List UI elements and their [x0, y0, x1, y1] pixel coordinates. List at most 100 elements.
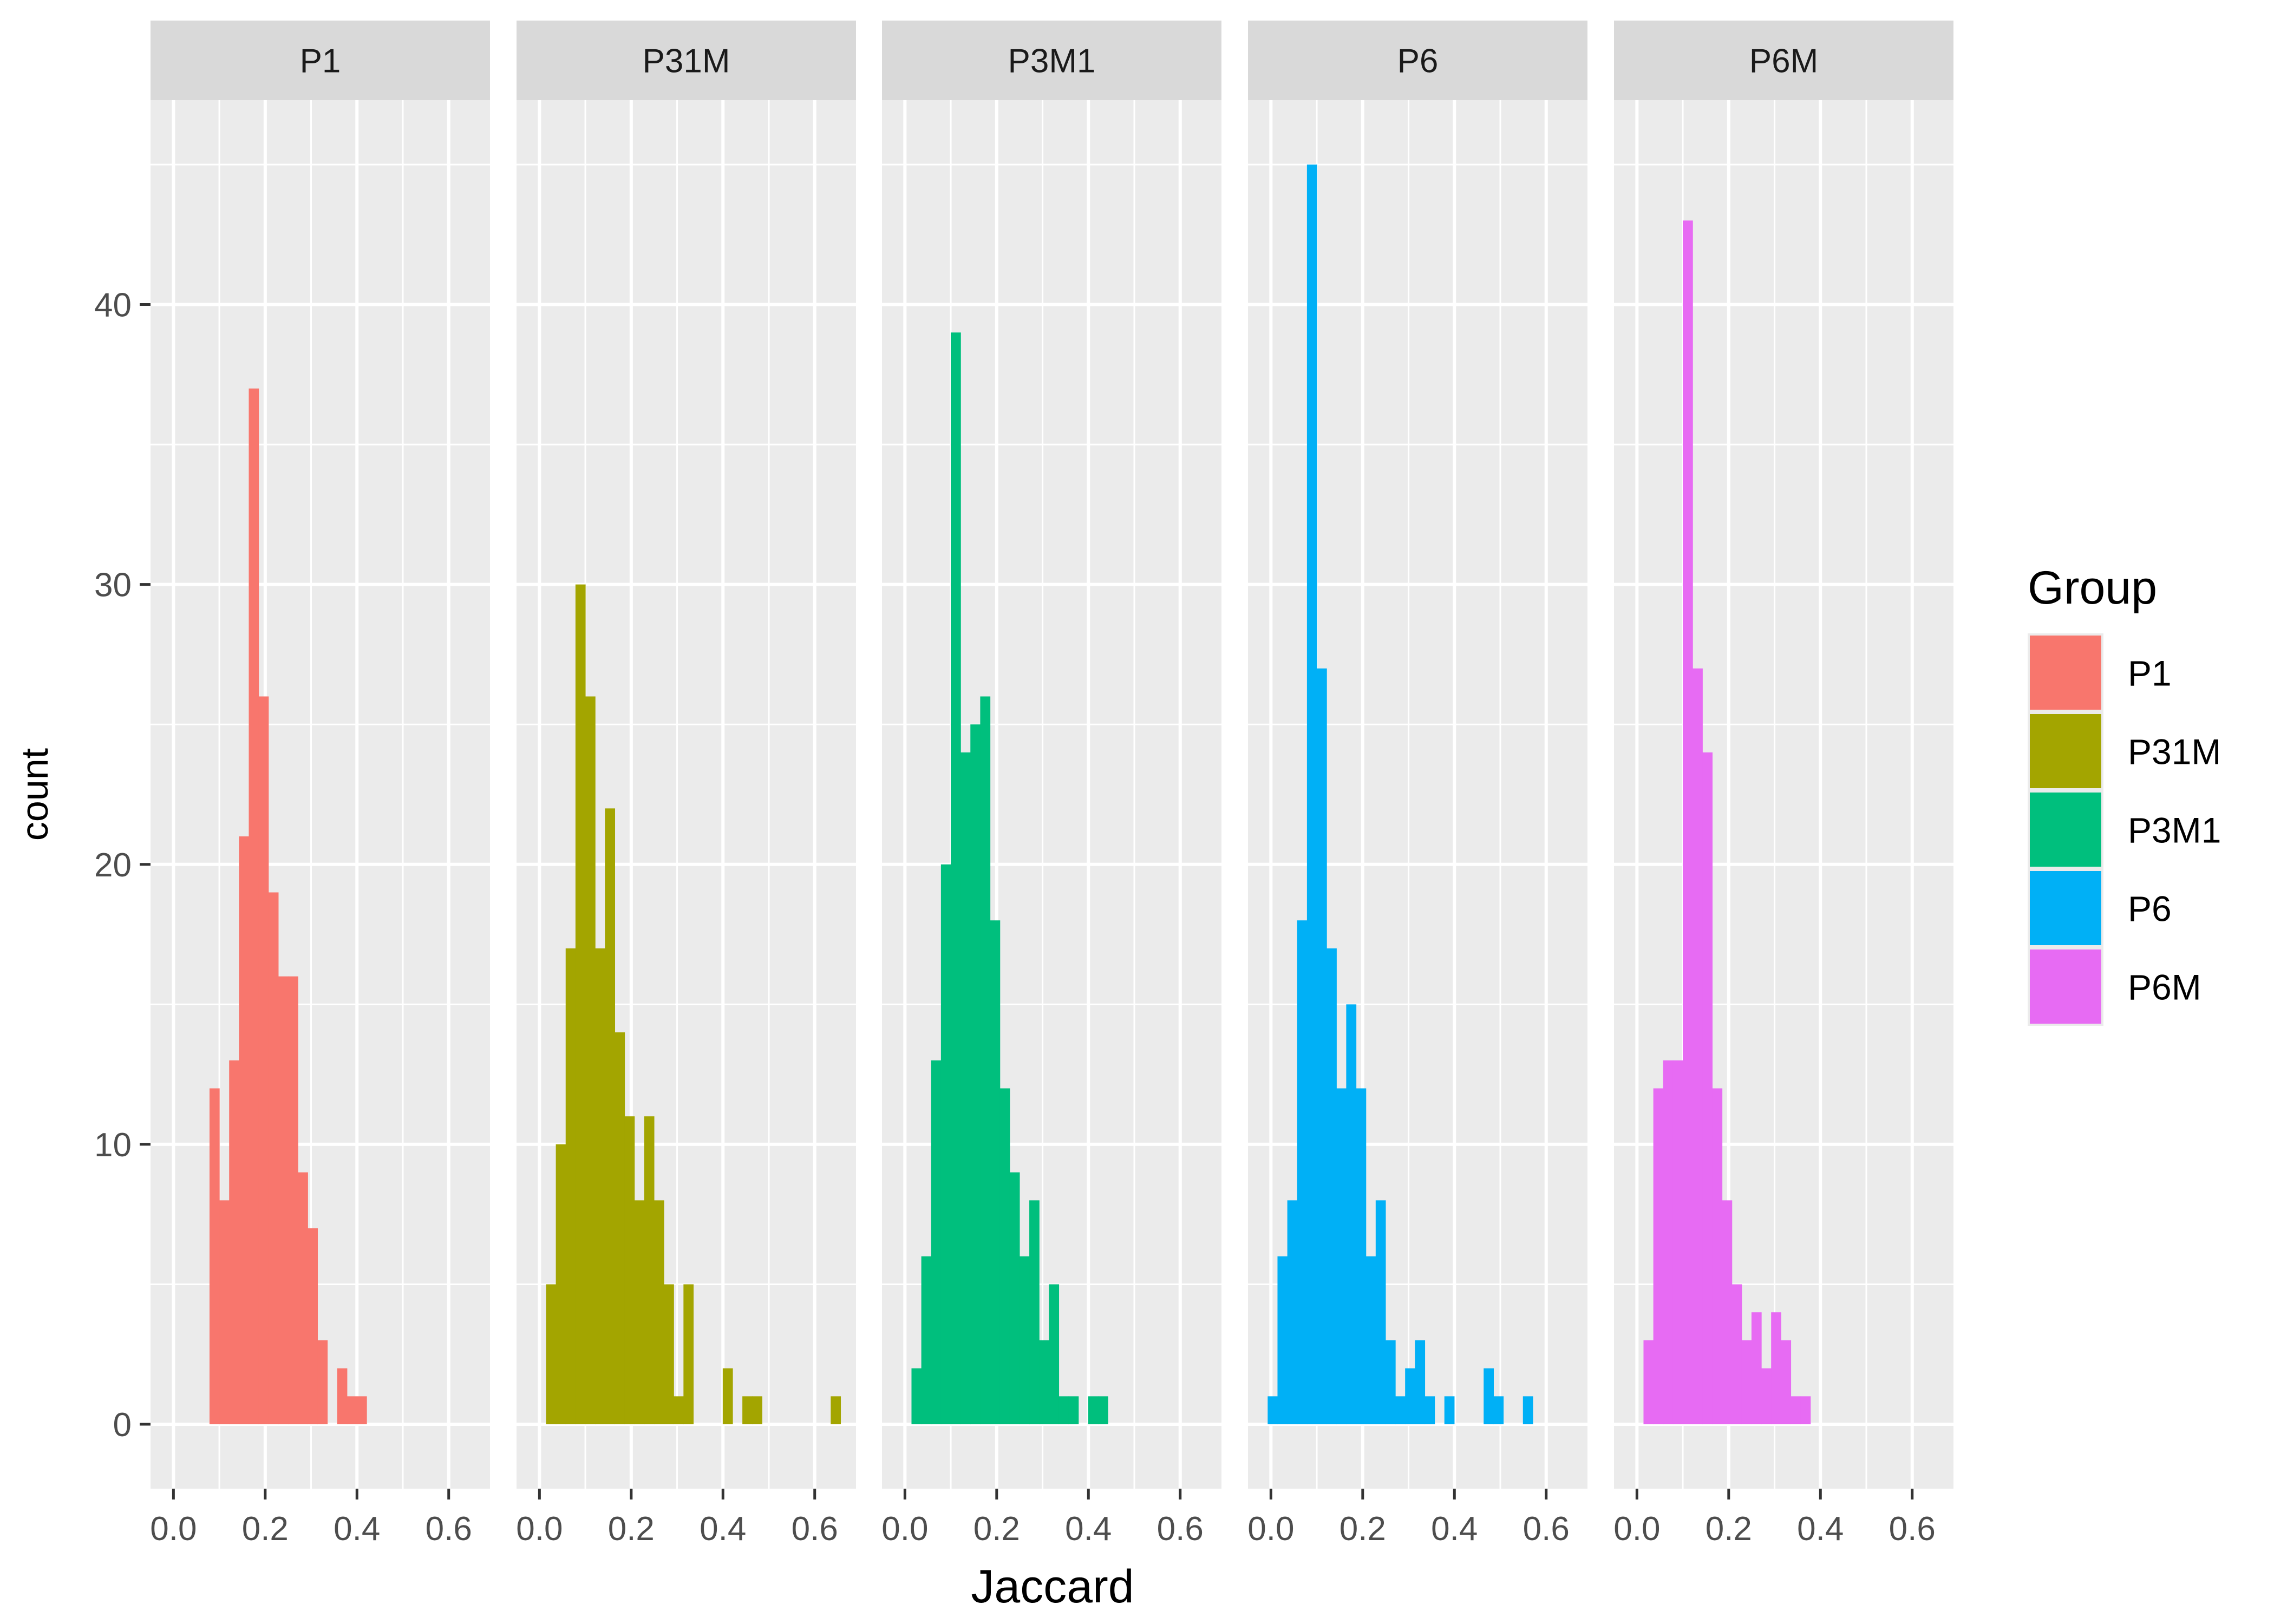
facet-strip: [882, 21, 1221, 100]
facet-strip: [1614, 21, 1953, 100]
histogram-bar: [1277, 1256, 1288, 1425]
facet-strip-label: P6M: [1749, 43, 1818, 80]
histogram-bar: [249, 388, 259, 1425]
histogram-bar: [683, 1284, 694, 1425]
histogram-bar: [1712, 1088, 1723, 1425]
histogram-bar: [674, 1396, 684, 1425]
histogram-bar: [1405, 1368, 1415, 1425]
x-tick-label: 0.6: [1523, 1510, 1570, 1548]
histogram-bar: [585, 696, 596, 1425]
histogram-bar: [1643, 1340, 1654, 1425]
histogram-bar: [624, 1116, 635, 1425]
x-tick-label: 0.2: [1339, 1510, 1386, 1548]
y-axis-title: count: [14, 748, 56, 841]
histogram-bar: [1039, 1340, 1049, 1425]
histogram-bar: [239, 836, 250, 1425]
histogram-bar: [1444, 1396, 1455, 1425]
facet-panel-p31m: P31M 0.0 0.2 0.4 0.6: [516, 21, 856, 1548]
histogram-bar: [575, 584, 586, 1425]
legend-color-swatch: [2030, 871, 2101, 945]
histogram-bar: [1336, 1088, 1347, 1425]
y-tick-label: 30: [94, 567, 132, 604]
histogram-bar: [1395, 1396, 1406, 1425]
y-tick-label: 0: [113, 1406, 132, 1444]
histogram-bar: [1327, 948, 1337, 1425]
legend-entry-label: P6: [2128, 889, 2172, 929]
histogram-bar: [258, 696, 269, 1425]
histogram-bar: [654, 1200, 664, 1425]
x-tick-label: 0.4: [700, 1510, 746, 1548]
facet-panel-p6: P6 0.0 0.2 0.4 0.6: [1247, 21, 1587, 1548]
histogram-bar: [1800, 1396, 1811, 1425]
histogram-bar: [1068, 1396, 1079, 1425]
histogram-bar: [1751, 1312, 1762, 1425]
facet-strip-label: P6: [1397, 43, 1439, 80]
histogram-bar: [1791, 1396, 1801, 1425]
histogram-bar: [229, 1060, 239, 1425]
legend-entry-p31m: P31M: [2028, 712, 2221, 790]
histogram-bar: [1009, 1172, 1020, 1425]
histogram-bar: [308, 1228, 318, 1425]
histogram-bar: [288, 976, 298, 1425]
histogram-bar: [1287, 1200, 1298, 1425]
histogram-bar: [960, 752, 971, 1425]
histogram-bar: [268, 892, 279, 1425]
histogram-bar: [1424, 1396, 1435, 1425]
facet-strip: [1248, 21, 1587, 100]
y-tick-label: 10: [94, 1127, 132, 1164]
x-tick-label: 0.6: [792, 1510, 838, 1548]
histogram-bar: [317, 1340, 328, 1425]
legend-color-swatch: [2030, 793, 2101, 867]
histogram-bar: [831, 1396, 841, 1425]
histogram-bar: [980, 696, 991, 1425]
legend-color-swatch: [2030, 636, 2101, 710]
histogram-bar: [298, 1172, 308, 1425]
histogram-bar: [722, 1368, 733, 1425]
x-tick-label: 0.4: [334, 1510, 380, 1548]
histogram-bar: [1088, 1396, 1099, 1425]
histogram-bar: [1058, 1396, 1069, 1425]
histogram-bar: [921, 1256, 932, 1425]
x-tick-label: 0.0: [150, 1510, 197, 1548]
histogram-bar: [556, 1144, 566, 1425]
histogram-bar: [970, 724, 981, 1425]
histogram-bar: [1663, 1060, 1674, 1425]
histogram-bar: [1306, 164, 1317, 1425]
histogram-bar: [219, 1200, 230, 1425]
histogram-bar: [1702, 752, 1713, 1425]
histogram-bar: [742, 1396, 753, 1425]
histogram-bar: [752, 1396, 762, 1425]
legend-entry-label: P6M: [2128, 967, 2201, 1007]
x-tick-label: 0.4: [1431, 1510, 1478, 1548]
histogram-bar: [951, 332, 961, 1425]
histogram-bar: [644, 1116, 655, 1425]
legend-entry-p3m1: P3M1: [2028, 790, 2221, 869]
histogram-bar: [664, 1284, 674, 1425]
x-tick-label: 0.0: [1247, 1510, 1294, 1548]
facet-panel-p3m1: P3M1 0.0 0.2 0.4 0.6: [881, 21, 1221, 1548]
histogram-bar: [615, 1032, 625, 1425]
y-tick-label: 40: [94, 287, 132, 324]
histogram-bar: [1385, 1340, 1396, 1425]
histogram-bar: [356, 1396, 367, 1425]
legend: Group P1 P31M P3M1 P6 P6M: [2028, 562, 2221, 1026]
x-tick-label: 0.6: [1157, 1510, 1204, 1548]
x-tick-label: 0.0: [516, 1510, 563, 1548]
histogram-bar: [1781, 1340, 1792, 1425]
histogram-bar: [1365, 1256, 1376, 1425]
legend-entry-label: P1: [2128, 653, 2172, 693]
x-tick-label: 0.2: [608, 1510, 655, 1548]
histogram-bar: [1317, 668, 1327, 1425]
histogram-bar: [595, 948, 605, 1425]
y-axis: 0 10 20 30 40: [94, 287, 151, 1444]
histogram-bar: [999, 1088, 1010, 1425]
histogram-bar: [931, 1060, 942, 1425]
histogram-bar: [278, 976, 289, 1425]
histogram-bar: [634, 1200, 645, 1425]
histogram-bar: [1375, 1200, 1386, 1425]
histogram-bar: [1722, 1200, 1733, 1425]
histogram-bar: [1731, 1284, 1742, 1425]
histogram-bar: [1771, 1312, 1781, 1425]
x-tick-label: 0.2: [1706, 1510, 1752, 1548]
legend-title: Group: [2028, 562, 2157, 614]
